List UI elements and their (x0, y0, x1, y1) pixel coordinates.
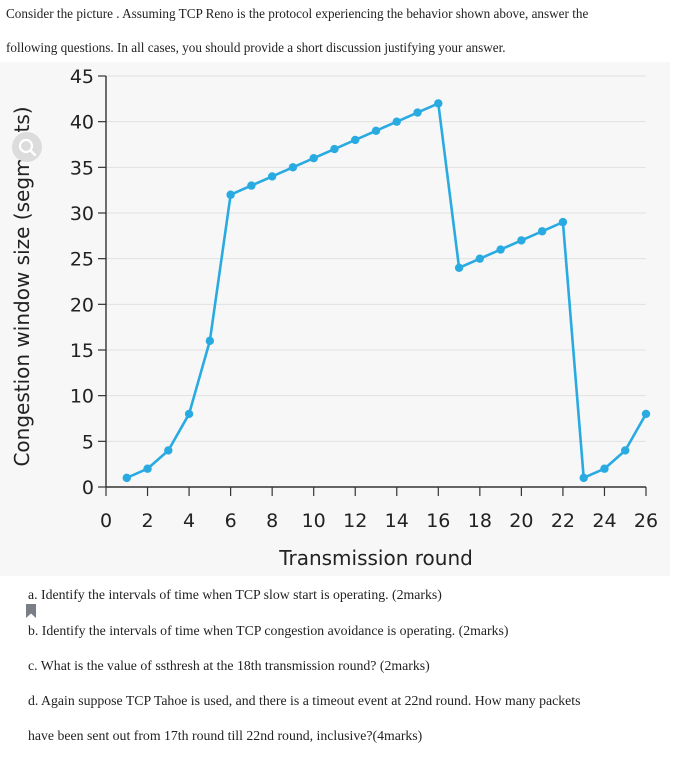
x-axis-label: Transmission round (278, 546, 473, 570)
bookmark-icon[interactable] (24, 603, 38, 619)
data-point (164, 446, 173, 455)
x-tick-label: 4 (183, 510, 195, 532)
y-tick-label: 20 (70, 294, 94, 316)
data-point (288, 163, 298, 172)
data-point (621, 446, 630, 455)
y-tick-label: 30 (70, 203, 94, 225)
data-point (475, 254, 485, 263)
data-point (184, 409, 194, 419)
y-tick-label: 15 (70, 340, 94, 362)
x-tick-label: 6 (225, 510, 237, 532)
data-point (371, 126, 381, 135)
data-point (496, 245, 505, 254)
x-tick-label: 8 (266, 510, 278, 532)
y-tick-label: 10 (70, 386, 94, 408)
data-point (205, 336, 215, 346)
data-point (454, 263, 464, 272)
y-tick-label: 45 (70, 66, 94, 88)
question-part-d-cont: have been sent out from 17th round till … (28, 728, 423, 743)
data-point (558, 217, 568, 227)
question-intro-line2: following questions. In all cases, you s… (6, 40, 506, 55)
x-tick-label: 0 (100, 510, 112, 532)
search-icon[interactable] (12, 132, 42, 162)
x-tick-label: 26 (634, 510, 658, 532)
chart-panel: 0 5 10 15 20 25 30 35 40 45 0 2 4 6 8 10 12 14 16 18 20 22 24 2… (0, 62, 670, 618)
data-point (517, 236, 526, 245)
x-tick-label: 12 (343, 510, 367, 532)
data-point (226, 190, 235, 199)
y-tick-label: 5 (82, 431, 94, 453)
question-part-d: d. Again suppose TCP Tahoe is used, and … (28, 693, 581, 708)
data-point (579, 473, 588, 483)
data-point (392, 117, 401, 126)
data-point (351, 135, 360, 145)
x-tick-label: 10 (302, 510, 326, 532)
data-point (537, 227, 547, 236)
data-point (122, 473, 131, 483)
x-tick-label: 14 (385, 510, 409, 532)
x-tick-label: 2 (141, 510, 153, 532)
data-point (413, 108, 422, 117)
x-tick-label: 18 (468, 510, 492, 532)
data-point (309, 154, 318, 163)
x-tick-label: 24 (592, 510, 616, 532)
x-tick-label: 22 (551, 510, 575, 532)
x-tick-label: 16 (426, 510, 450, 532)
y-tick-label: 25 (70, 249, 94, 271)
question-part-a: a. Identify the intervals of time when T… (28, 587, 442, 602)
y-tick-label: 0 (82, 477, 94, 499)
data-point (434, 99, 443, 108)
series-line (126, 102, 648, 480)
y-tick-label: 40 (70, 112, 94, 134)
question-part-b: b. Identify the intervals of time when T… (28, 623, 509, 638)
data-point (641, 409, 651, 419)
data-point (267, 172, 277, 181)
question-part-c: c. What is the value of ssthresh at the … (28, 658, 430, 673)
data-point (247, 181, 256, 190)
x-tick-label: 20 (509, 510, 533, 532)
data-point (330, 144, 339, 154)
data-point (600, 464, 609, 473)
data-point (143, 464, 152, 473)
y-tick-label: 35 (70, 157, 94, 179)
y-axis-label: Congestion window size (segments) (10, 106, 34, 466)
question-intro-line1: Consider the picture . Assuming TCP Reno… (6, 6, 589, 21)
